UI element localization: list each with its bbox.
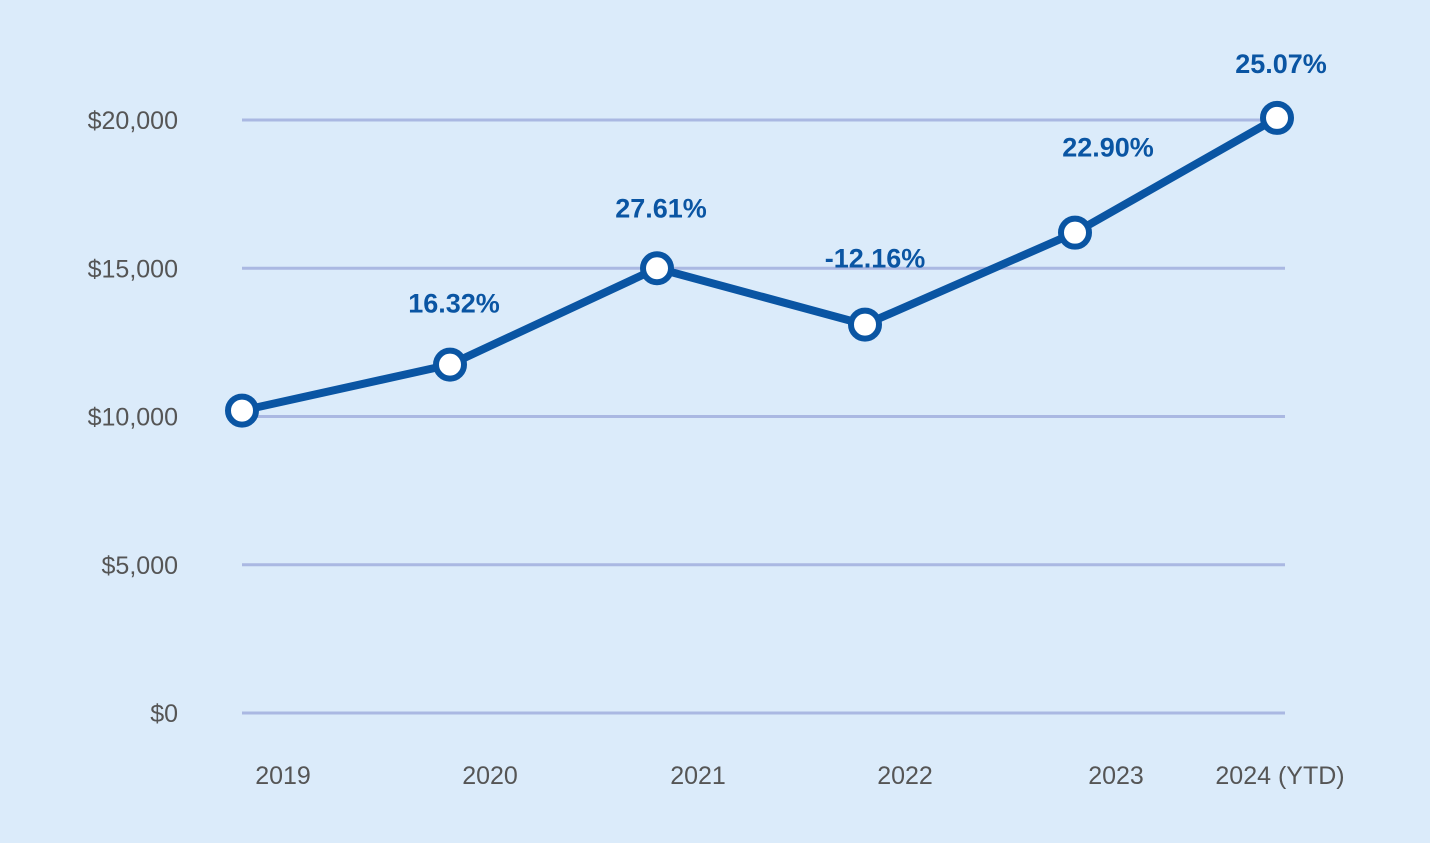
x-tick-label: 2019 [255,762,311,790]
data-label: 25.07% [1235,49,1327,79]
data-point [848,307,882,342]
x-tick-label: 2021 [670,762,726,790]
y-axis: $0 $5,000 $10,000 $15,000 $20,000 [88,107,178,728]
data-label: -12.16% [825,244,926,274]
y-tick-label: $20,000 [88,107,178,135]
x-tick-label: 2024 (YTD) [1215,762,1344,790]
series-line [238,113,1281,415]
x-axis: 2019 2020 2021 2022 2023 2024 (YTD) [255,762,1344,790]
data-point [640,251,674,286]
data-label: 22.90% [1062,133,1154,163]
data-point [1058,215,1092,250]
grid-lines [242,118,1285,715]
data-point [225,393,259,428]
x-tick-label: 2023 [1088,762,1144,790]
data-point [433,347,467,382]
x-tick-label: 2020 [462,762,518,790]
data-point [1260,100,1294,135]
series-markers [225,100,1294,428]
data-labels: 16.32% 27.61% -12.16% 22.90% 25.07% [408,49,1327,319]
y-tick-label: $5,000 [102,552,178,580]
y-tick-label: $10,000 [88,404,178,432]
data-label: 16.32% [408,289,500,319]
x-tick-label: 2022 [877,762,933,790]
series-line-layer [238,113,1281,415]
data-label: 27.61% [615,193,707,223]
y-tick-label: $0 [150,700,178,728]
y-tick-label: $15,000 [88,255,178,283]
